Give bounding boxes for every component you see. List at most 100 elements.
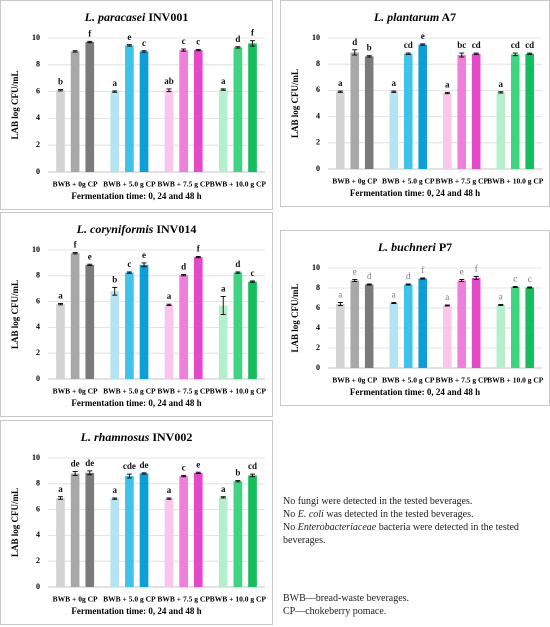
error-bar	[405, 283, 411, 286]
bar	[139, 51, 149, 172]
bar	[336, 304, 345, 368]
significance-letter: de	[85, 458, 94, 468]
error-bar	[352, 49, 358, 56]
error-bar	[220, 496, 226, 499]
significance-letter: cd	[511, 40, 520, 50]
error-bar	[420, 43, 426, 46]
x-tick-label: BWB + 0g CP	[332, 376, 377, 385]
significance-letter: cd	[525, 40, 534, 50]
y-tick-label: 6	[316, 303, 320, 312]
error-bar	[337, 302, 343, 306]
error-bar	[220, 295, 226, 315]
significance-letter: e	[142, 250, 146, 260]
error-bar	[498, 304, 504, 306]
error-bar	[366, 283, 372, 286]
y-tick-label: 10	[312, 263, 320, 272]
bar	[471, 53, 481, 169]
error-bar	[112, 90, 118, 93]
error-bar	[166, 88, 172, 93]
abbreviation: CP—chokeberry pomace.	[283, 606, 387, 617]
error-bar	[250, 473, 256, 478]
bar	[218, 89, 228, 172]
x-tick-label: BWB + 5.0 g CP	[382, 177, 435, 186]
significance-letter: c	[127, 259, 131, 269]
error-bar	[220, 88, 226, 91]
note-text: was detected in the tested beverages.	[323, 509, 474, 520]
bar	[125, 272, 134, 379]
y-tick-label: 0	[36, 582, 40, 591]
bar	[110, 291, 120, 379]
y-tick-label: 8	[36, 60, 40, 69]
chart-title: L. rhamnosus INV002	[80, 430, 193, 444]
title-species: L. buchneri	[377, 240, 437, 254]
panel-border	[0, 0, 273, 210]
y-tick-label: 8	[36, 479, 40, 488]
error-bar	[87, 263, 93, 266]
bar	[70, 473, 80, 587]
bar	[457, 55, 467, 169]
error-bar	[181, 474, 187, 478]
error-bar	[444, 91, 450, 95]
error-bar	[473, 276, 479, 280]
x-tick-label: BWB + 0g CP	[332, 177, 377, 186]
y-axis-label: LAB log CFU/mL	[290, 283, 300, 352]
y-tick-label: 10	[32, 245, 40, 254]
bar	[218, 497, 228, 587]
note-italic: Enterobacteriaceae	[297, 522, 377, 533]
bar	[496, 305, 506, 368]
y-axis-label: LAB log CFU/mL	[10, 280, 20, 349]
significance-letter: d	[352, 37, 357, 47]
significance-letter: a	[58, 291, 63, 301]
x-tick-label: BWB + 0g CP	[53, 180, 98, 189]
bar	[233, 481, 243, 587]
chart-panel: L. buchneri P7 LAB log CFU/mL Fermentation…	[280, 230, 550, 406]
x-tick-label: BWB + 10.0 g CP	[210, 595, 267, 604]
bar	[418, 44, 427, 169]
note-text: No	[283, 509, 298, 520]
significance-letter: d	[367, 271, 372, 281]
error-bar	[444, 304, 450, 307]
error-bar	[166, 303, 172, 306]
bar	[179, 476, 188, 587]
bar	[110, 498, 120, 587]
significance-letter: a	[499, 292, 503, 302]
y-tick-label: 0	[316, 363, 320, 372]
significance-letter: a	[392, 290, 396, 300]
bar	[179, 275, 188, 379]
significance-letter: a	[392, 78, 397, 88]
bar	[403, 53, 413, 169]
error-bar	[352, 279, 358, 282]
chart-title: L. buchneri P7	[377, 240, 452, 254]
x-tick-label: BWB + 7.5 g CP	[157, 595, 210, 604]
significance-letter: a	[338, 78, 343, 88]
y-tick-label: 2	[316, 343, 320, 352]
x-axis-label: Fermentation time: 0, 24 and 48 h	[71, 191, 201, 201]
y-tick-label: 8	[316, 283, 320, 292]
error-bar	[57, 89, 63, 92]
title-strain: INV001	[148, 10, 188, 24]
bar	[525, 287, 534, 368]
significance-letter: d	[181, 262, 186, 272]
y-tick-label: 2	[316, 138, 320, 147]
y-tick-label: 8	[36, 271, 40, 280]
title-strain: A7	[442, 10, 457, 24]
error-bar	[250, 280, 256, 283]
significance-letter: e	[353, 267, 357, 277]
significance-letter: cd	[404, 40, 413, 50]
note: No fungi were detected in the tested bev…	[283, 495, 538, 508]
x-axis-label: Fermentation time: 0, 24 and 48 h	[350, 387, 480, 397]
bar	[85, 42, 95, 172]
y-tick-label: 6	[36, 504, 40, 513]
significance-letter: c	[528, 274, 532, 284]
significance-letter: cd	[472, 40, 481, 50]
bar	[179, 50, 188, 173]
chart-panel: L. paracasei INV001 LAB log CFU/mL Ferment…	[0, 0, 273, 210]
error-bar	[235, 480, 241, 483]
significance-letter: f	[74, 240, 78, 250]
bar	[248, 281, 257, 379]
error-bar	[498, 91, 504, 94]
error-bar	[87, 470, 93, 476]
significance-letter: a	[221, 284, 226, 294]
x-tick-label: BWB + 5.0 g CP	[103, 387, 156, 396]
notes: No fungi were detected in the tested bev…	[283, 495, 538, 547]
